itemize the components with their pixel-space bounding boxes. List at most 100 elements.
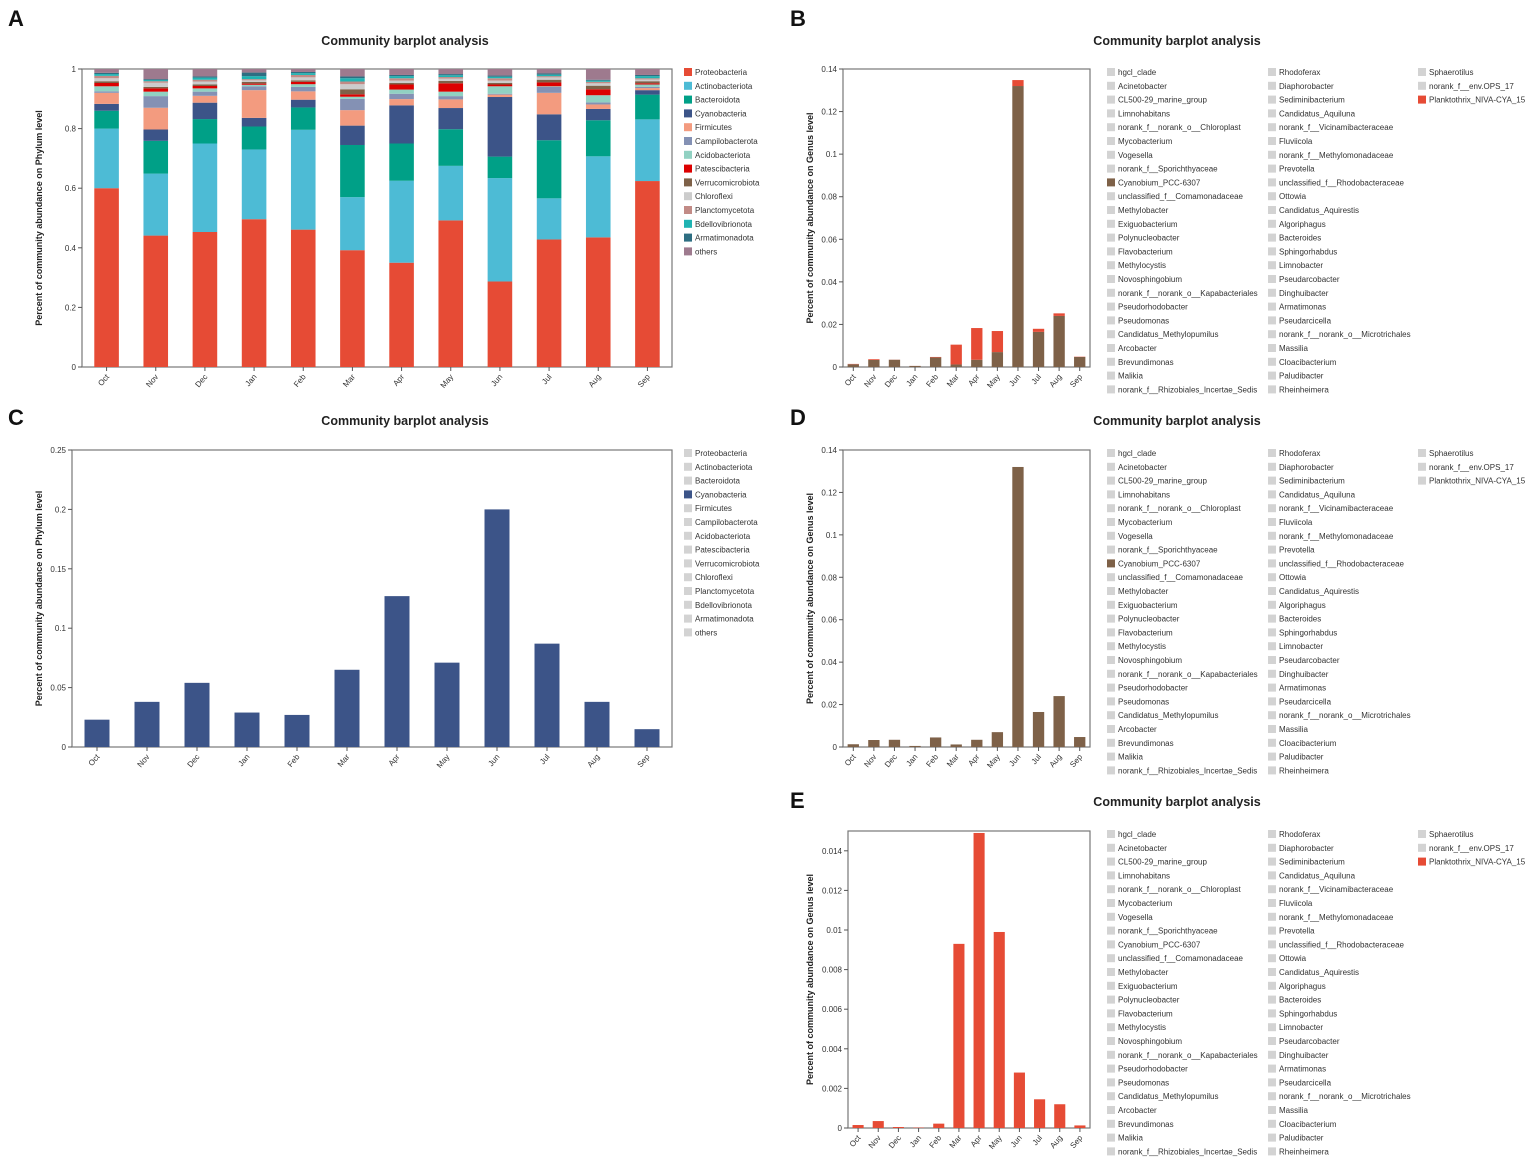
legend-item[interactable]: Cloacibacterium	[1268, 357, 1337, 367]
legend-item[interactable]: Prevotella	[1268, 545, 1315, 555]
legend-item[interactable]: Patescibacteria	[684, 164, 750, 174]
legend-item[interactable]: Cyanobacteria	[684, 109, 747, 118]
legend-item[interactable]: Candidatus_Methylopumilus	[1107, 330, 1219, 339]
legend-item[interactable]: Algoriphagus	[1268, 981, 1326, 991]
legend-item[interactable]: Cloacibacterium	[1268, 738, 1337, 748]
legend-item[interactable]: Limnobacter	[1268, 1023, 1323, 1032]
legend-item[interactable]: unclassified_f__Comamonadaceae	[1107, 573, 1244, 582]
legend-item[interactable]: Brevundimonas	[1107, 738, 1174, 748]
legend-item[interactable]: Dinghuibacter	[1268, 1050, 1329, 1060]
legend-item[interactable]: Methylobacter	[1107, 968, 1169, 977]
legend-item[interactable]: norank_f__norank_o__Kapabacteriales	[1107, 1050, 1258, 1060]
legend-item[interactable]: Sphaerotilus	[1418, 449, 1473, 458]
legend-item[interactable]: Diaphorobacter	[1268, 843, 1334, 853]
legend-item[interactable]: Prevotella	[1268, 164, 1315, 174]
legend-item[interactable]: Vogesella	[1107, 531, 1153, 541]
legend-item[interactable]: Massilia	[1268, 344, 1308, 353]
legend-item[interactable]: Novosphingobium	[1107, 275, 1182, 284]
legend-item[interactable]: norank_f__Methylomonadaceae	[1268, 912, 1394, 922]
legend-item[interactable]: Massilia	[1268, 725, 1308, 734]
legend-item[interactable]: Limnohabitans	[1107, 490, 1170, 499]
legend-item[interactable]: Algoriphagus	[1268, 219, 1326, 229]
legend-item[interactable]: Candidatus_Aquiluna	[1268, 871, 1356, 880]
legend-item[interactable]: Candidatus_Aquirestis	[1268, 968, 1359, 977]
legend-item[interactable]: Dinghuibacter	[1268, 669, 1329, 679]
legend-item[interactable]: Fluviicola	[1268, 899, 1313, 908]
legend-item[interactable]: norank_f__env.OPS_17	[1418, 843, 1514, 853]
legend-item[interactable]: Acinetobacter	[1107, 462, 1167, 472]
legend-item[interactable]: Novosphingobium	[1107, 1037, 1182, 1046]
legend-item[interactable]: Verrucomicrobiota	[684, 559, 760, 568]
legend-item[interactable]: norank_f__norank_o__Microtrichales	[1268, 330, 1411, 339]
legend-item[interactable]: Firmicutes	[684, 123, 732, 132]
legend-item[interactable]: Methylobacter	[1107, 587, 1169, 596]
legend-item[interactable]: Pseudorhodobacter	[1107, 1064, 1188, 1074]
legend-item[interactable]: Polynucleobacter	[1107, 995, 1180, 1005]
legend-item[interactable]: Mycobacterium	[1107, 518, 1173, 527]
legend-item[interactable]: Massilia	[1268, 1106, 1308, 1115]
legend-item[interactable]: Bacteroidota	[684, 95, 740, 105]
legend-item[interactable]: Armatimonas	[1268, 1064, 1326, 1074]
legend-item[interactable]: CL500-29_marine_group	[1107, 857, 1208, 867]
legend-item[interactable]: Flavobacterium	[1107, 247, 1173, 256]
legend-item[interactable]: norank_f__Methylomonadaceae	[1268, 531, 1394, 541]
legend-item[interactable]: Actinobacteriota	[684, 81, 753, 91]
legend-item[interactable]: Candidatus_Aquiluna	[1268, 109, 1356, 118]
legend-item[interactable]: Acidobacteriota	[684, 531, 751, 541]
legend-item[interactable]: Bdellovibrionota	[684, 219, 752, 229]
legend-item[interactable]: others	[684, 247, 717, 256]
legend-item[interactable]: Diaphorobacter	[1268, 462, 1334, 472]
legend-item[interactable]: Cyanobium_PCC-6307	[1107, 178, 1201, 187]
legend-item[interactable]: Bdellovibrionota	[684, 600, 752, 610]
legend-item[interactable]: Planctomycetota	[684, 587, 755, 596]
legend-item[interactable]: Ottowia	[1268, 192, 1307, 201]
legend-item[interactable]: Armatimonadota	[684, 233, 754, 243]
legend-item[interactable]: Actinobacteriota	[684, 462, 753, 472]
legend-item[interactable]: norank_f__Vicinamibacteraceae	[1268, 504, 1394, 513]
legend-item[interactable]: Pseudomonas	[1107, 316, 1169, 325]
legend-item[interactable]: Pseudomonas	[1107, 697, 1169, 706]
legend-item[interactable]: Acidobacteriota	[684, 150, 751, 160]
legend-item[interactable]: norank_f__Sporichthyaceae	[1107, 164, 1218, 174]
legend-item[interactable]: Novosphingobium	[1107, 656, 1182, 665]
legend-item[interactable]: Planktothrix_NIVA-CYA_15	[1418, 857, 1526, 867]
legend-item[interactable]: Proteobacteria	[684, 68, 748, 77]
legend-item[interactable]: Rhodoferax	[1268, 830, 1320, 839]
legend-item[interactable]: Rhodoferax	[1268, 449, 1320, 458]
legend-item[interactable]: Fluviicola	[1268, 518, 1313, 527]
legend-item[interactable]: Vogesella	[1107, 912, 1153, 922]
legend-item[interactable]: Candidatus_Aquirestis	[1268, 587, 1359, 596]
legend-item[interactable]: Ottowia	[1268, 954, 1307, 963]
legend-item[interactable]: Pseudarcicella	[1268, 1078, 1332, 1087]
legend-item[interactable]: Exiguobacterium	[1107, 219, 1178, 229]
legend-item[interactable]: Cyanobium_PCC-6307	[1107, 940, 1201, 949]
legend-item[interactable]: Pseudarcobacter	[1268, 275, 1340, 284]
legend-item[interactable]: norank_f__norank_o__Chloroplast	[1107, 885, 1242, 894]
legend-item[interactable]: Malikia	[1107, 752, 1143, 762]
legend-item[interactable]: unclassified_f__Comamonadaceae	[1107, 954, 1244, 963]
legend-item[interactable]: Pseudorhodobacter	[1107, 683, 1188, 693]
legend-item[interactable]: Fluviicola	[1268, 137, 1313, 146]
legend-item[interactable]: hgcl_clade	[1107, 449, 1157, 458]
legend-item[interactable]: Armatimonadota	[684, 614, 754, 624]
legend-item[interactable]: Mycobacterium	[1107, 137, 1173, 146]
legend-item[interactable]: Flavobacterium	[1107, 1009, 1173, 1018]
legend-item[interactable]: Vogesella	[1107, 150, 1153, 160]
legend-item[interactable]: Firmicutes	[684, 504, 732, 513]
legend-item[interactable]: norank_f__Vicinamibacteraceae	[1268, 885, 1394, 894]
legend-item[interactable]: norank_f__Rhizobiales_Incertae_Sedis	[1107, 385, 1257, 394]
legend-item[interactable]: Methylocystis	[1107, 261, 1166, 270]
legend-item[interactable]: Methylocystis	[1107, 1023, 1166, 1032]
legend-item[interactable]: Sphingorhabdus	[1268, 628, 1337, 637]
legend-item[interactable]: Polynucleobacter	[1107, 233, 1180, 243]
legend-item[interactable]: Campilobacterota	[684, 518, 758, 527]
legend-item[interactable]: unclassified_f__Rhodobacteraceae	[1268, 559, 1405, 568]
legend-item[interactable]: Pseudarcicella	[1268, 316, 1332, 325]
legend-item[interactable]: Planktothrix_NIVA-CYA_15	[1418, 476, 1526, 486]
legend-item[interactable]: Rhodoferax	[1268, 68, 1320, 77]
legend-item[interactable]: norank_f__Methylomonadaceae	[1268, 150, 1394, 160]
legend-item[interactable]: CL500-29_marine_group	[1107, 476, 1208, 486]
legend-item[interactable]: Arcobacter	[1107, 1106, 1157, 1115]
legend-item[interactable]: Malikia	[1107, 1133, 1143, 1143]
legend-item[interactable]: Acinetobacter	[1107, 843, 1167, 853]
